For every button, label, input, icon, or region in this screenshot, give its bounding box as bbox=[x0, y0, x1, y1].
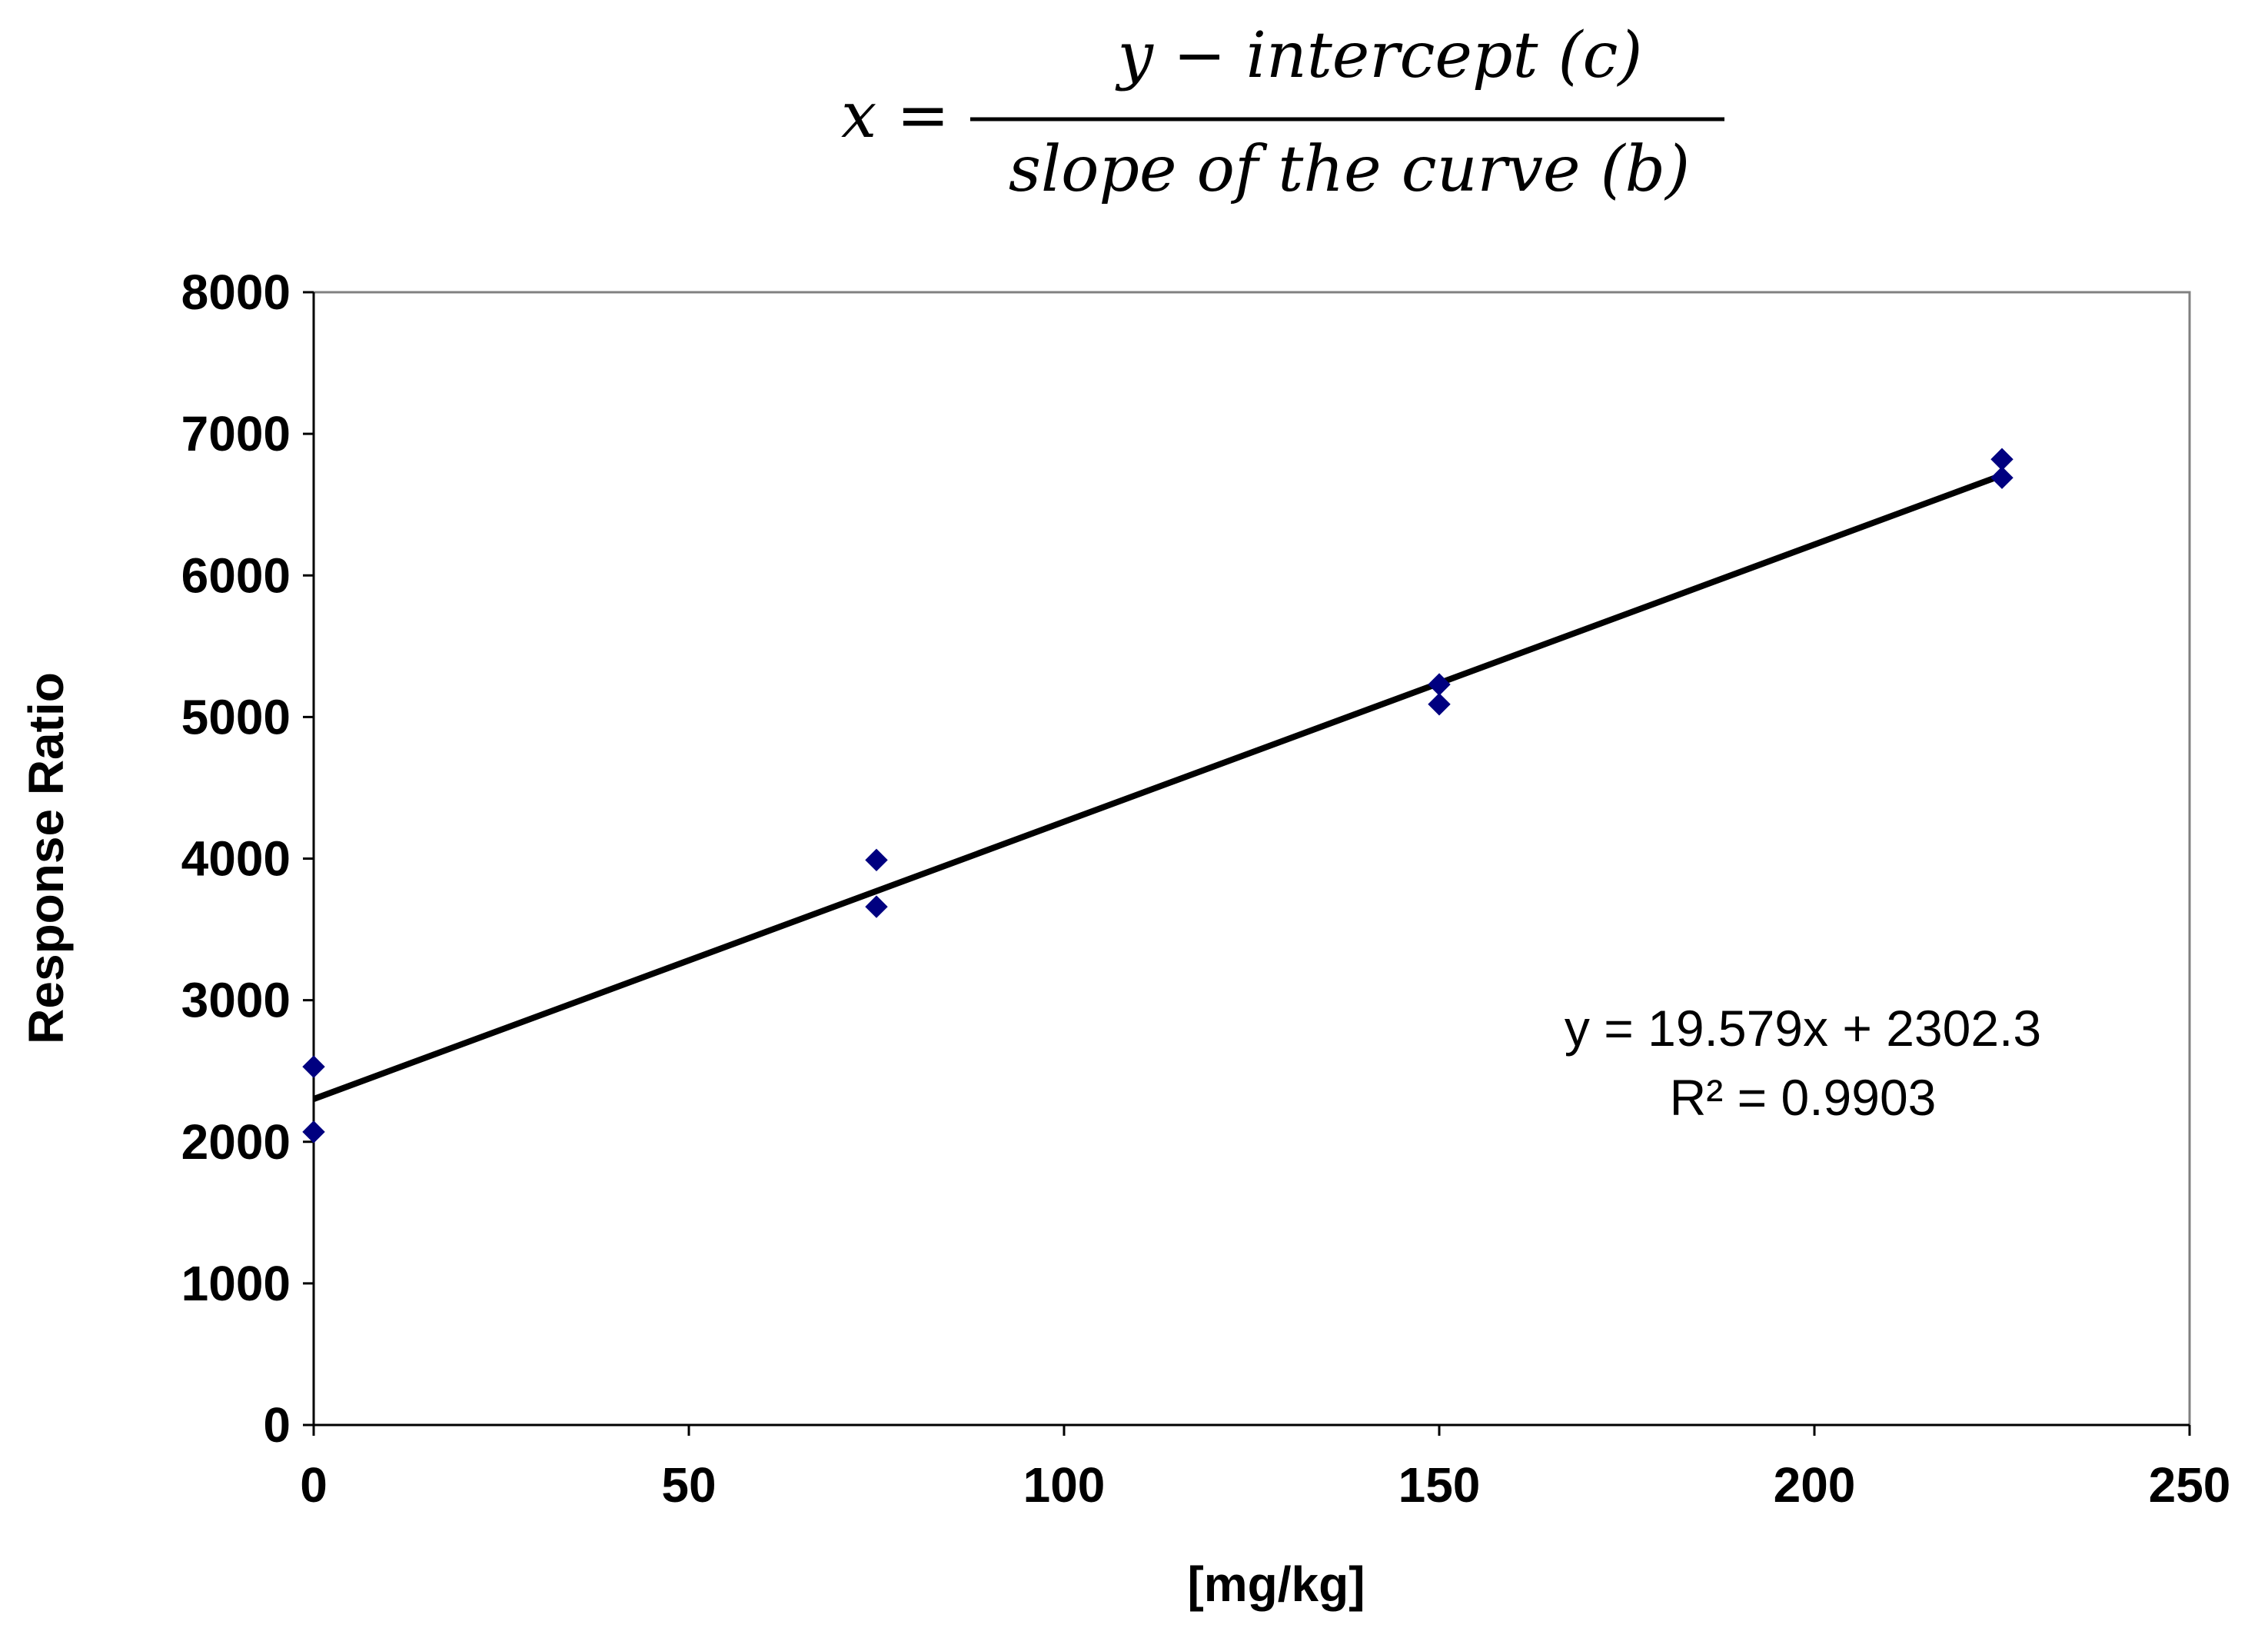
y-tick-label: 7000 bbox=[181, 406, 291, 461]
y-tick-label: 1000 bbox=[181, 1256, 291, 1311]
plot-area bbox=[312, 291, 2191, 1427]
formula-lhs: x = bbox=[841, 79, 949, 152]
x-tick-label: 200 bbox=[1774, 1457, 1856, 1513]
y-tick-label: 6000 bbox=[181, 548, 291, 603]
x-tick-label: 250 bbox=[2149, 1457, 2231, 1513]
y-tick-label: 4000 bbox=[181, 831, 291, 887]
y-axis-title: Response Ratio bbox=[18, 672, 74, 1044]
x-tick-label: 0 bbox=[300, 1457, 328, 1513]
formula: x = y − intercept (c) slope of the curve… bbox=[841, 19, 1724, 206]
data-points bbox=[302, 448, 2014, 1144]
formula-denominator: slope of the curve (b) bbox=[1009, 133, 1690, 206]
formula-numerator: y − intercept (c) bbox=[1115, 19, 1643, 92]
y-axis-ticks: 0 1000 2000 3000 4000 5000 6000 7000 8000 bbox=[181, 265, 314, 1453]
trendline-r-squared: R² = 0.9903 bbox=[1670, 1069, 1937, 1126]
trendline bbox=[312, 472, 2004, 1102]
data-point bbox=[302, 1055, 325, 1078]
data-point bbox=[302, 1120, 325, 1144]
y-tick-label: 2000 bbox=[181, 1114, 291, 1170]
data-point bbox=[1990, 466, 2014, 489]
y-tick-label: 0 bbox=[263, 1397, 291, 1453]
y-tick-label: 3000 bbox=[181, 973, 291, 1028]
x-tick-label: 100 bbox=[1023, 1457, 1106, 1513]
y-tick-label: 8000 bbox=[181, 265, 291, 320]
x-axis-title: [mg/kg] bbox=[1187, 1556, 1365, 1612]
x-axis-ticks: 0 50 100 150 200 250 bbox=[300, 1425, 2230, 1513]
data-point bbox=[865, 895, 888, 918]
x-tick-label: 150 bbox=[1398, 1457, 1481, 1513]
trendline-layer bbox=[312, 472, 2004, 1102]
data-point bbox=[1428, 693, 1451, 716]
trendline-equation: y = 19.579x + 2302.3 bbox=[1565, 1000, 2041, 1057]
data-point bbox=[865, 848, 888, 872]
y-tick-label: 5000 bbox=[181, 689, 291, 744]
x-tick-label: 50 bbox=[661, 1457, 716, 1513]
